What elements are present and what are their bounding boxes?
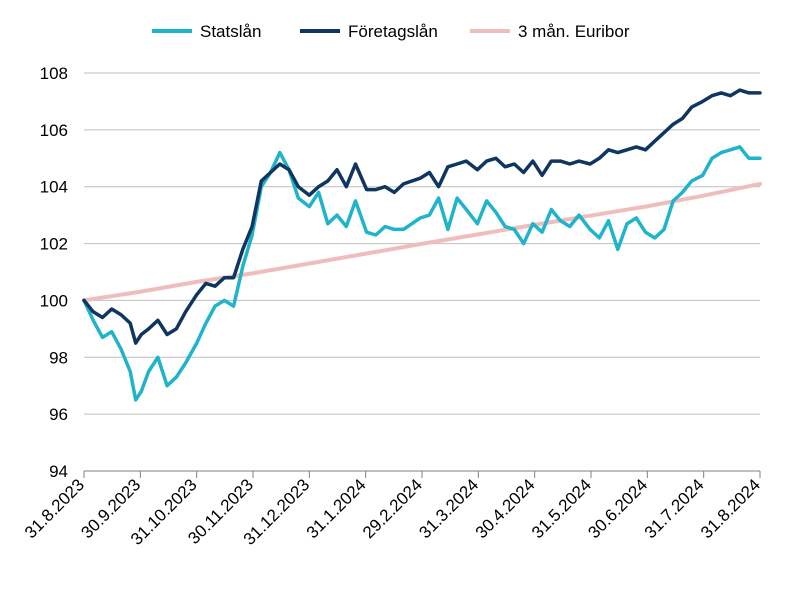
gridlines (84, 72, 760, 415)
y-tick-label: 94 (49, 462, 68, 481)
legend-item: Företagslån (300, 22, 438, 41)
series-group (82, 88, 762, 402)
legend: Statslån Företagslån 3 mån. Euribor (152, 22, 630, 41)
y-tick-label: 104 (40, 178, 68, 197)
y-tick-label: 102 (40, 235, 68, 254)
legend-label: Statslån (200, 22, 261, 41)
x-tick-label: 31.5.2024 (528, 475, 595, 542)
x-tick-label: 31.3.2024 (415, 475, 482, 542)
legend-label: Företagslån (348, 22, 438, 41)
x-tick-label: 31.8.2023 (21, 475, 88, 542)
series-line-1 (82, 88, 762, 345)
series-line-2 (82, 181, 762, 303)
y-tick-labels: 94 96 98 100 102 104 106 108 (40, 64, 68, 481)
y-tick-label: 106 (40, 121, 68, 140)
axes (83, 470, 761, 478)
series-line-0 (82, 145, 762, 402)
y-tick-label: 98 (49, 348, 68, 367)
y-tick-label: 96 (49, 405, 68, 424)
x-tick-labels: 31.8.202330.9.202331.10.202330.11.202331… (21, 475, 764, 549)
x-tick-label: 30.4.2024 (472, 475, 539, 542)
legend-item: Statslån (152, 22, 261, 41)
legend-item: 3 mån. Euribor (470, 22, 630, 41)
y-tick-label: 108 (40, 64, 68, 83)
x-tick-label: 31.7.2024 (641, 475, 708, 542)
x-tick-label: 29.2.2024 (359, 475, 426, 542)
legend-label: 3 mån. Euribor (518, 22, 630, 41)
y-tick-label: 100 (40, 291, 68, 310)
x-tick-label: 30.6.2024 (584, 475, 651, 542)
x-tick-label: 31.8.2024 (697, 475, 764, 542)
x-tick-label: 31.1.2024 (303, 475, 370, 542)
